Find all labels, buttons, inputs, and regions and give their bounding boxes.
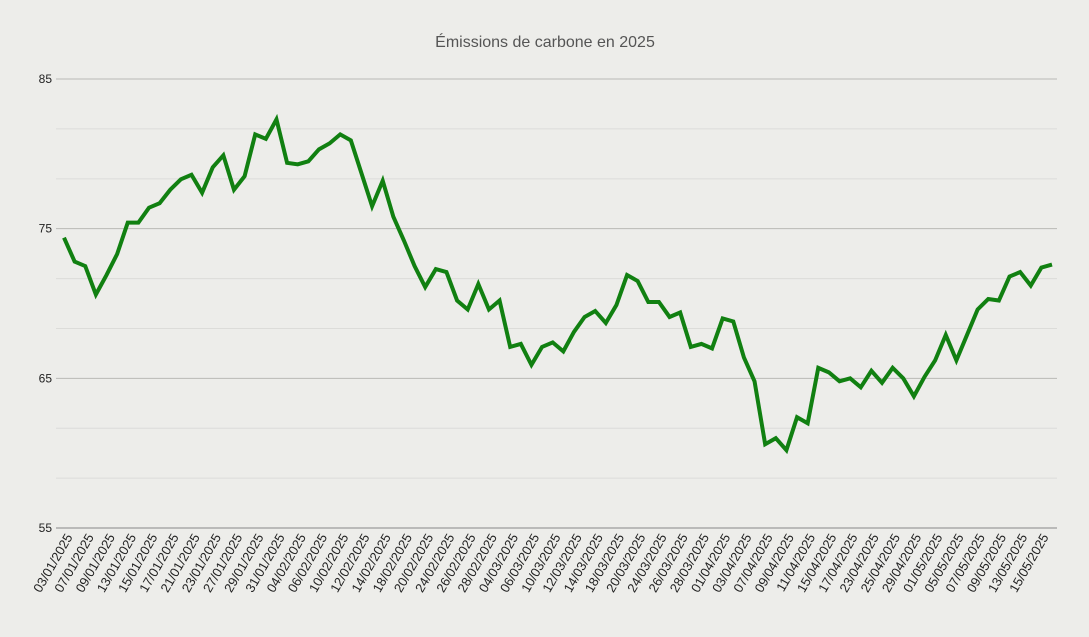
grid xyxy=(56,78,1057,529)
y-tick-label: 55 xyxy=(39,521,53,535)
chart-title: Émissions de carbone en 2025 xyxy=(435,32,655,51)
y-tick-label: 65 xyxy=(39,371,53,385)
y-tick-label: 75 xyxy=(39,222,53,236)
series-layer xyxy=(62,113,1053,455)
y-axis: 55 65 75 85 xyxy=(39,72,53,535)
series-line xyxy=(62,113,1053,455)
y-tick-label: 85 xyxy=(39,72,53,86)
x-axis: 03/01/202507/01/202509/01/202513/01/2025… xyxy=(30,531,1052,595)
